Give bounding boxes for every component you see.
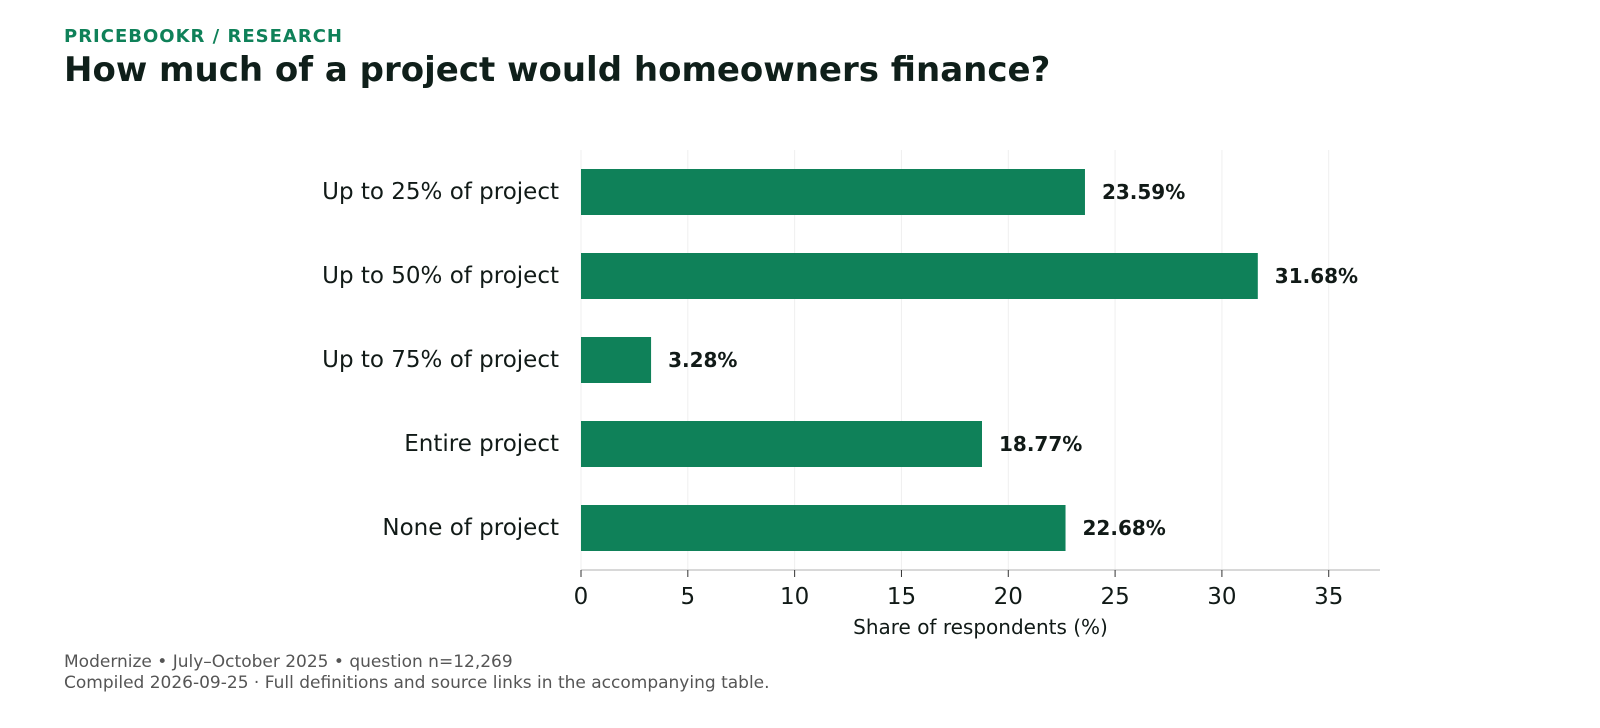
bar-0 [581,169,1085,215]
category-label-1: Up to 50% of project [322,263,559,289]
value-label-3: 18.77% [999,432,1082,456]
value-label-4: 22.68% [1083,516,1166,540]
x-tick-label-2: 10 [780,584,809,610]
x-axis-title: Share of respondents (%) [853,615,1108,639]
category-label-0: Up to 25% of project [322,179,559,205]
category-label-3: Entire project [404,431,559,457]
compiled-note: Compiled 2026-09-25 · Full definitions a… [64,673,770,693]
x-tick-label-3: 15 [887,584,916,610]
brand-kicker: PRICEBOOKR / RESEARCH [64,26,343,47]
bar-3 [581,421,982,467]
bar-4 [581,505,1066,551]
source-note: Modernize • July–October 2025 • question… [64,652,513,672]
x-tick-label-5: 25 [1100,584,1129,610]
x-tick-label-4: 20 [994,584,1023,610]
chart-title: How much of a project would homeowners f… [64,50,1051,90]
bar-2 [581,337,652,383]
x-tick-label-0: 0 [574,584,589,610]
x-tick-label-6: 30 [1207,584,1236,610]
bar-1 [581,253,1258,299]
category-label-2: Up to 75% of project [322,347,559,373]
x-tick-label-7: 35 [1314,584,1343,610]
value-label-2: 3.28% [668,348,737,372]
value-label-1: 31.68% [1275,264,1358,288]
value-label-0: 23.59% [1102,180,1185,204]
category-label-4: None of project [382,515,559,541]
x-tick-label-1: 5 [680,584,695,610]
